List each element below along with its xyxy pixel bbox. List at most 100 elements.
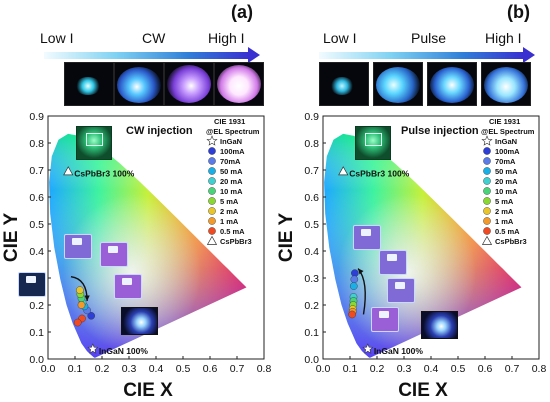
data-point-triangle [481,235,493,245]
cie-chart-a: 0.00.10.20.30.40.50.60.70.80.00.10.20.30… [1,111,272,401]
high-current-label: High I [485,30,522,46]
device-inset-4 [371,307,399,332]
panel-label: (b) [507,2,530,22]
device-inset-1 [64,234,92,259]
x-tick-label: 0.7 [230,363,245,375]
x-tick-label: 0.3 [397,363,412,375]
x-tick-label: 0.7 [505,363,520,375]
panel-a: (a) Low I CW High I 0.0 0.1 0.2 [1,2,272,401]
device-inset-glow [421,311,458,339]
y-tick-label: 0.1 [304,327,319,339]
annotation-label: InGaN 100% [99,346,149,356]
device-photo-1 [64,62,114,106]
legend-subtitle: @EL Spectrum [206,127,260,136]
data-point-0.5ma [208,227,216,235]
y-axis-label: CIE Y [276,213,297,263]
panel-label: (a) [231,2,253,22]
data-point-triangle [206,235,218,245]
x-tick-label: 0.5 [176,363,191,375]
data-point-1ma [483,217,491,225]
legend-title: CIE 1931 [214,117,245,126]
low-current-label: Low I [323,30,357,46]
x-tick-label: 0.8 [532,363,547,375]
x-tick-label: 0.8 [257,363,272,375]
legend-entry: 0.5 mA [495,227,520,236]
data-point-70ma [350,275,359,284]
legend-entry: 100mA [495,147,520,156]
current-gradient-arrow [44,52,250,59]
data-point-10ma [208,187,216,195]
x-tick-label: 0.6 [203,363,218,375]
current-gradient-arrow [319,52,525,59]
x-tick-label: 0.0 [316,363,331,375]
y-tick-label: 0.9 [304,111,319,123]
x-tick-label: 0.5 [451,363,466,375]
legend-entry: 100mA [220,147,245,156]
data-point-70ma [208,157,216,165]
y-tick-label: 0.6 [29,192,44,204]
y-tick-label: 0.8 [29,138,44,150]
y-tick-label: 0.4 [304,246,319,258]
legend-entry: CsPbBr3 [495,237,527,246]
y-tick-label: 0.3 [304,273,319,285]
legend-entry: 10 mA [220,187,243,196]
legend-entry: 5 mA [495,197,514,206]
cie-gamut-white [324,133,522,358]
y-tick-label: 0.5 [304,219,319,231]
data-point-5ma [208,197,216,205]
x-axis-label: CIE X [123,380,173,401]
legend-entry: 20 mA [495,177,518,186]
data-point-100ma [208,147,216,155]
y-tick-label: 0.2 [29,300,44,312]
data-point-extra [73,318,82,327]
annotation-label: InGaN 100% [374,346,424,356]
y-tick-label: 0.2 [304,300,319,312]
chart-title: Pulse injection [401,125,479,137]
y-tick-label: 0.9 [29,111,44,123]
data-point-10ma [483,187,491,195]
annotation-label: CsPbBr3 100% [349,168,409,178]
x-tick-label: 0.4 [149,363,164,375]
data-point-2ma [76,286,84,294]
data-point-50ma [208,167,216,175]
x-axis-label: CIE X [398,380,448,401]
data-point-star [362,343,374,354]
legend-entry: 20 mA [220,177,243,186]
device-photo-4 [481,62,531,106]
y-tick-label: 0.0 [29,354,44,366]
legend-entry: 2 mA [495,207,514,216]
device-inset-3 [387,278,415,303]
data-point-50ma [349,282,358,290]
data-point-100ma [87,311,95,320]
data-point-triangle [338,166,349,176]
y-tick-label: 0.6 [304,192,319,204]
data-point-triangle [63,166,74,176]
legend-entry: 50 mA [495,167,518,176]
legend-entry: 10 mA [495,187,518,196]
arrow-head-icon [248,47,260,63]
data-point-star [206,135,218,146]
trend-arrow-head [84,295,90,301]
data-point-20ma [483,177,491,185]
annotation-label: CsPbBr3 100% [74,168,134,178]
x-tick-label: 0.1 [68,363,83,375]
y-tick-label: 0.1 [29,327,44,339]
device-inset-1 [353,225,381,250]
drive-mode-label: CW [142,30,166,46]
x-tick-label: 0.1 [343,363,358,375]
x-tick-label: 0.4 [424,363,439,375]
data-point-100ma [483,147,491,155]
x-tick-label: 0.6 [478,363,493,375]
data-point-50ma [483,167,491,175]
chart-title: CW injection [126,125,193,137]
y-axis-label: CIE Y [1,213,22,263]
legend-entry: 70mA [495,157,516,166]
x-tick-label: 0.3 [122,363,137,375]
y-tick-label: 0.7 [29,165,44,177]
data-point-2ma [483,207,491,215]
y-tick-label: 0.0 [304,354,319,366]
data-point-1ma [77,301,86,309]
x-tick-label: 0.0 [41,363,56,375]
high-current-label: High I [208,30,245,46]
device-inset-2 [100,242,128,267]
